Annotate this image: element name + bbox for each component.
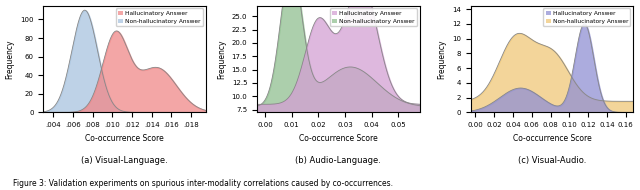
X-axis label: Co-occurrence Score: Co-occurrence Score xyxy=(513,134,591,143)
Text: (a) Visual-Language.: (a) Visual-Language. xyxy=(81,156,168,165)
X-axis label: Co-occurrence Score: Co-occurrence Score xyxy=(85,134,164,143)
Text: Figure 3: Validation experiments on spurious inter-modality correlations caused : Figure 3: Validation experiments on spur… xyxy=(13,179,393,188)
Legend: Hallucinatory Answer, Non-hallucinatory Answer: Hallucinatory Answer, Non-hallucinatory … xyxy=(330,9,417,26)
Legend: Hallucinatory Answer, Non-hallucinatory Answer: Hallucinatory Answer, Non-hallucinatory … xyxy=(543,9,630,26)
Y-axis label: Frequency: Frequency xyxy=(438,39,447,79)
Y-axis label: Frequency: Frequency xyxy=(217,39,226,79)
Text: (b) Audio-Language.: (b) Audio-Language. xyxy=(296,156,381,165)
Y-axis label: Frequency: Frequency xyxy=(6,39,15,79)
Text: (c) Visual-Audio.: (c) Visual-Audio. xyxy=(518,156,586,165)
Legend: Hallucinatory Answer, Non-hallucinatory Answer: Hallucinatory Answer, Non-hallucinatory … xyxy=(116,9,203,26)
X-axis label: Co-occurrence Score: Co-occurrence Score xyxy=(299,134,378,143)
